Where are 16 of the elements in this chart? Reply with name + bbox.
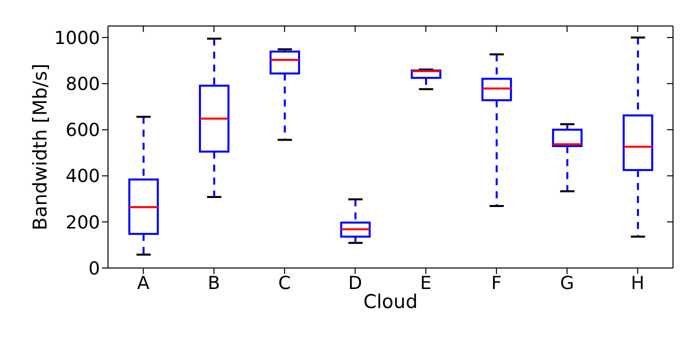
x-tick-label: B	[208, 272, 220, 294]
x-tick-label: H	[630, 272, 644, 294]
x-tick-label: E	[420, 272, 432, 294]
y-tick-label: 1000	[54, 28, 100, 49]
y-tick-label: 0	[88, 258, 100, 280]
x-tick-label: F	[491, 272, 502, 294]
y-tick-label: 600	[66, 120, 100, 142]
x-tick-label: A	[137, 272, 150, 294]
x-tick-label: C	[278, 272, 291, 294]
y-tick-label: 800	[66, 74, 100, 96]
y-axis-title: Bandwidth [Mb/s]	[30, 64, 52, 230]
y-tick-label: 200	[66, 212, 100, 234]
y-tick-label: 400	[66, 166, 100, 188]
x-axis-title: Cloud	[363, 291, 418, 313]
x-tick-label: G	[560, 272, 574, 294]
x-tick-label: D	[348, 272, 362, 294]
